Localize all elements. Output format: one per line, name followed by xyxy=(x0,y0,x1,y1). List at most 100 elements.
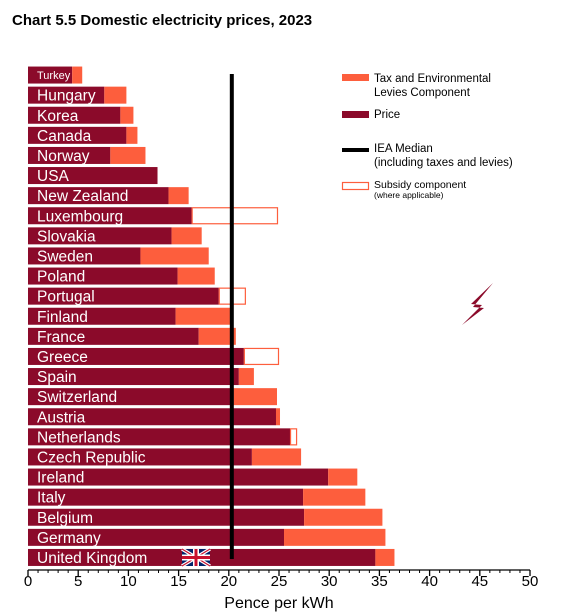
country-label: Poland xyxy=(37,269,85,286)
legend-label-tax: Tax and Environmental xyxy=(374,73,491,85)
country-label: New Zealand xyxy=(37,188,128,205)
price-bar xyxy=(28,468,329,486)
country-label: Switzerland xyxy=(37,389,117,406)
country-label: Spain xyxy=(37,369,77,386)
price-bar xyxy=(28,347,244,365)
price-bar xyxy=(28,106,121,124)
country-label: Hungary xyxy=(37,88,96,105)
tax-bar xyxy=(198,327,236,345)
tax-bar xyxy=(140,247,209,265)
country-label: Luxembourg xyxy=(37,208,123,225)
legend-swatch-subsidy xyxy=(341,181,370,191)
country-label: Portugal xyxy=(37,289,95,306)
tax-bar xyxy=(104,86,127,104)
price-bar xyxy=(28,207,192,225)
country-label: Austria xyxy=(37,409,86,426)
tax-bar xyxy=(126,126,138,144)
country-label: Germany xyxy=(37,530,101,547)
country-label: United Kingdom xyxy=(37,550,147,567)
subsidy-bar xyxy=(243,347,280,366)
legend-swatch-median xyxy=(342,148,369,152)
tax-bar xyxy=(304,508,383,526)
tax-bar xyxy=(284,528,386,546)
x-tick-label: 25 xyxy=(271,573,288,590)
x-tick-label: 35 xyxy=(371,573,388,590)
decorations xyxy=(181,283,493,568)
price-bar xyxy=(28,146,111,164)
x-tick-label: 45 xyxy=(471,573,488,590)
tax-bar xyxy=(171,227,202,245)
x-tick-label: 50 xyxy=(522,573,539,590)
x-tick-label: 15 xyxy=(170,573,187,590)
legend-swatch-price xyxy=(342,111,369,118)
subsidy-bar xyxy=(191,207,279,225)
country-label: France xyxy=(37,329,85,346)
tax-bar xyxy=(233,388,277,406)
tax-bar xyxy=(275,408,281,426)
tax-bar xyxy=(175,307,232,325)
legend-label-median-line2: (including taxes and levies) xyxy=(374,157,513,169)
tax-bar xyxy=(238,368,254,386)
x-axis-label: Pence per kWh xyxy=(224,595,333,612)
price-bar xyxy=(28,227,172,245)
lightning-bolt-icon xyxy=(462,283,493,325)
country-label: Italy xyxy=(37,490,66,507)
price-bar xyxy=(28,287,219,305)
price-bar xyxy=(28,388,234,406)
country-label: Ireland xyxy=(37,470,84,487)
union-jack-flag-icon xyxy=(181,547,211,568)
tax-bar xyxy=(72,66,83,84)
subsidy-bar xyxy=(289,428,298,446)
country-label: USA xyxy=(37,168,70,185)
chart-title: Chart 5.5 Domestic electricity prices, 2… xyxy=(12,12,313,29)
x-tick-label: 40 xyxy=(421,573,438,590)
median-line xyxy=(229,74,234,559)
tax-bar xyxy=(120,106,134,124)
x-tick-label: 10 xyxy=(120,573,137,590)
price-bar xyxy=(28,327,199,345)
price-bar xyxy=(28,267,178,285)
legend-label-subsidy-note: (where applicable) xyxy=(374,190,444,200)
x-tick-label: 0 xyxy=(24,573,32,590)
price-bar xyxy=(28,528,285,546)
legend-label-price: Price xyxy=(374,109,400,121)
legend-label-subsidy: Subsidy component xyxy=(374,179,466,191)
country-labels-layer: Turkey Hungary Korea Canada Norway USA New Zea… xyxy=(37,70,147,567)
price-bar xyxy=(28,408,276,426)
flag-red-cross-h xyxy=(182,556,210,559)
price-bar xyxy=(28,307,176,325)
price-bar xyxy=(28,86,105,104)
country-label: Greece xyxy=(37,349,88,366)
country-label: Finland xyxy=(37,309,88,326)
x-tick-label: 20 xyxy=(220,573,237,590)
legend: Tax and Environmental Levies Component Pri… xyxy=(341,73,513,200)
legend-label-tax-line2: Levies Component xyxy=(374,87,471,99)
tax-bar xyxy=(328,468,358,486)
tax-bar xyxy=(177,267,215,285)
price-bar xyxy=(28,187,169,205)
x-tick-label: 30 xyxy=(321,573,338,590)
tax-bar xyxy=(303,488,366,506)
bars-layer xyxy=(28,66,395,566)
tax-bar xyxy=(251,448,302,466)
tax-bar xyxy=(375,548,395,566)
country-label: Czech Republic xyxy=(37,449,146,466)
price-bar xyxy=(28,448,252,466)
tax-bar xyxy=(110,146,146,164)
price-bar xyxy=(28,167,158,185)
price-bar xyxy=(28,368,239,386)
price-bar xyxy=(28,66,73,84)
country-label: Belgium xyxy=(37,510,93,527)
country-label: Slovakia xyxy=(37,228,96,245)
price-bar xyxy=(28,247,141,265)
country-label: Turkey xyxy=(37,70,71,82)
price-bar xyxy=(28,508,305,526)
legend-label-median: IEA Median xyxy=(374,143,433,155)
price-bar xyxy=(28,428,291,446)
x-tick-label: 5 xyxy=(74,573,82,590)
legend-swatch-tax xyxy=(342,74,369,81)
price-bar xyxy=(28,488,304,506)
country-label: Korea xyxy=(37,108,79,125)
country-label: Norway xyxy=(37,148,90,165)
country-label: Sweden xyxy=(37,248,93,265)
